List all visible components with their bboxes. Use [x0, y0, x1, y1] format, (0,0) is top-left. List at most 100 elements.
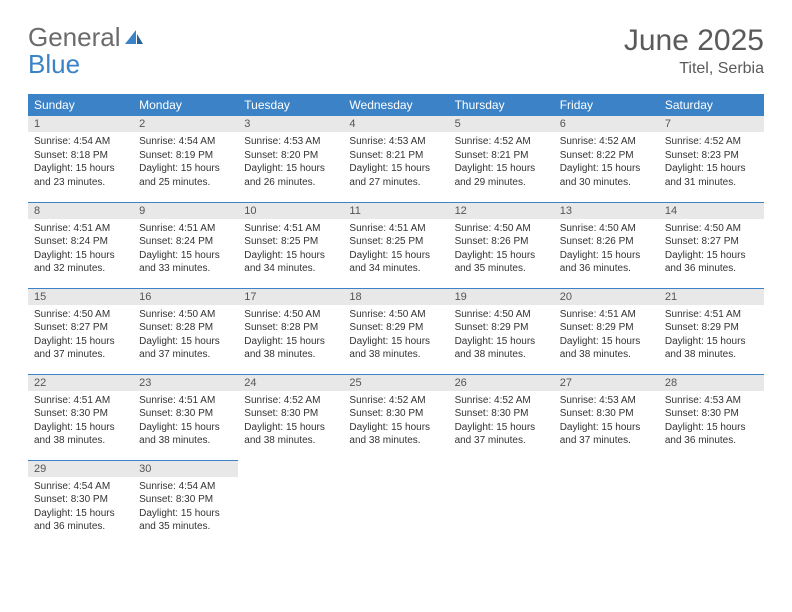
day-content: Sunrise: 4:53 AMSunset: 8:30 PMDaylight:… — [554, 391, 659, 451]
daylight-line: Daylight: 15 hours and 25 minutes. — [139, 162, 232, 189]
daylight-line: Daylight: 15 hours and 38 minutes. — [665, 335, 758, 362]
day-content: Sunrise: 4:53 AMSunset: 8:30 PMDaylight:… — [659, 391, 764, 451]
sunset-line: Sunset: 8:30 PM — [139, 493, 232, 507]
calendar-row: 1Sunrise: 4:54 AMSunset: 8:18 PMDaylight… — [28, 116, 764, 202]
day-number: 16 — [133, 289, 238, 305]
day-number: 21 — [659, 289, 764, 305]
day-content: Sunrise: 4:51 AMSunset: 8:30 PMDaylight:… — [28, 391, 133, 451]
calendar-row: 15Sunrise: 4:50 AMSunset: 8:27 PMDayligh… — [28, 288, 764, 374]
calendar-cell: 10Sunrise: 4:51 AMSunset: 8:25 PMDayligh… — [238, 202, 343, 288]
weekday-header: Sunday — [28, 94, 133, 116]
sunset-line: Sunset: 8:26 PM — [455, 235, 548, 249]
day-number: 27 — [554, 375, 659, 391]
weekday-header: Tuesday — [238, 94, 343, 116]
calendar-cell — [449, 460, 554, 546]
sunset-line: Sunset: 8:25 PM — [244, 235, 337, 249]
calendar-cell: 15Sunrise: 4:50 AMSunset: 8:27 PMDayligh… — [28, 288, 133, 374]
calendar-cell: 28Sunrise: 4:53 AMSunset: 8:30 PMDayligh… — [659, 374, 764, 460]
daylight-line: Daylight: 15 hours and 37 minutes. — [560, 421, 653, 448]
logo-sail-icon — [123, 33, 145, 50]
day-number: 13 — [554, 203, 659, 219]
calendar-cell — [238, 460, 343, 546]
daylight-line: Daylight: 15 hours and 36 minutes. — [560, 249, 653, 276]
sunset-line: Sunset: 8:30 PM — [560, 407, 653, 421]
daylight-line: Daylight: 15 hours and 26 minutes. — [244, 162, 337, 189]
calendar-cell: 22Sunrise: 4:51 AMSunset: 8:30 PMDayligh… — [28, 374, 133, 460]
daylight-line: Daylight: 15 hours and 38 minutes. — [34, 421, 127, 448]
sunrise-line: Sunrise: 4:54 AM — [139, 135, 232, 149]
sunrise-line: Sunrise: 4:51 AM — [665, 308, 758, 322]
calendar-cell: 23Sunrise: 4:51 AMSunset: 8:30 PMDayligh… — [133, 374, 238, 460]
sunset-line: Sunset: 8:25 PM — [349, 235, 442, 249]
calendar-cell: 4Sunrise: 4:53 AMSunset: 8:21 PMDaylight… — [343, 116, 448, 202]
sunset-line: Sunset: 8:29 PM — [560, 321, 653, 335]
sunrise-line: Sunrise: 4:53 AM — [560, 394, 653, 408]
day-content: Sunrise: 4:51 AMSunset: 8:25 PMDaylight:… — [343, 219, 448, 279]
day-content: Sunrise: 4:50 AMSunset: 8:27 PMDaylight:… — [28, 305, 133, 365]
daylight-line: Daylight: 15 hours and 35 minutes. — [455, 249, 548, 276]
calendar-cell: 3Sunrise: 4:53 AMSunset: 8:20 PMDaylight… — [238, 116, 343, 202]
calendar-cell: 5Sunrise: 4:52 AMSunset: 8:21 PMDaylight… — [449, 116, 554, 202]
sunset-line: Sunset: 8:29 PM — [349, 321, 442, 335]
sunrise-line: Sunrise: 4:52 AM — [455, 135, 548, 149]
calendar-cell: 8Sunrise: 4:51 AMSunset: 8:24 PMDaylight… — [28, 202, 133, 288]
calendar-cell: 21Sunrise: 4:51 AMSunset: 8:29 PMDayligh… — [659, 288, 764, 374]
day-number: 22 — [28, 375, 133, 391]
sunset-line: Sunset: 8:26 PM — [560, 235, 653, 249]
calendar-cell: 11Sunrise: 4:51 AMSunset: 8:25 PMDayligh… — [343, 202, 448, 288]
day-number: 23 — [133, 375, 238, 391]
sunset-line: Sunset: 8:21 PM — [349, 149, 442, 163]
day-content: Sunrise: 4:54 AMSunset: 8:19 PMDaylight:… — [133, 132, 238, 192]
sunrise-line: Sunrise: 4:54 AM — [34, 480, 127, 494]
day-content: Sunrise: 4:52 AMSunset: 8:21 PMDaylight:… — [449, 132, 554, 192]
daylight-line: Daylight: 15 hours and 36 minutes. — [665, 249, 758, 276]
sunset-line: Sunset: 8:28 PM — [244, 321, 337, 335]
location-text: Titel, Serbia — [624, 60, 764, 78]
day-number: 17 — [238, 289, 343, 305]
sunrise-line: Sunrise: 4:52 AM — [665, 135, 758, 149]
sunrise-line: Sunrise: 4:51 AM — [560, 308, 653, 322]
day-content: Sunrise: 4:54 AMSunset: 8:30 PMDaylight:… — [133, 477, 238, 537]
day-number: 8 — [28, 203, 133, 219]
day-content: Sunrise: 4:50 AMSunset: 8:27 PMDaylight:… — [659, 219, 764, 279]
day-number: 7 — [659, 116, 764, 132]
day-number: 30 — [133, 461, 238, 477]
calendar-cell — [343, 460, 448, 546]
calendar-cell — [659, 460, 764, 546]
day-content: Sunrise: 4:51 AMSunset: 8:29 PMDaylight:… — [554, 305, 659, 365]
sunset-line: Sunset: 8:19 PM — [139, 149, 232, 163]
sunset-line: Sunset: 8:24 PM — [139, 235, 232, 249]
calendar-cell: 9Sunrise: 4:51 AMSunset: 8:24 PMDaylight… — [133, 202, 238, 288]
daylight-line: Daylight: 15 hours and 38 minutes. — [139, 421, 232, 448]
daylight-line: Daylight: 15 hours and 37 minutes. — [139, 335, 232, 362]
sunset-line: Sunset: 8:21 PM — [455, 149, 548, 163]
daylight-line: Daylight: 15 hours and 30 minutes. — [560, 162, 653, 189]
daylight-line: Daylight: 15 hours and 38 minutes. — [560, 335, 653, 362]
sunrise-line: Sunrise: 4:54 AM — [139, 480, 232, 494]
sunrise-line: Sunrise: 4:50 AM — [34, 308, 127, 322]
day-number: 18 — [343, 289, 448, 305]
daylight-line: Daylight: 15 hours and 38 minutes. — [244, 335, 337, 362]
daylight-line: Daylight: 15 hours and 38 minutes. — [455, 335, 548, 362]
day-number: 26 — [449, 375, 554, 391]
sunset-line: Sunset: 8:30 PM — [34, 493, 127, 507]
day-content: Sunrise: 4:51 AMSunset: 8:25 PMDaylight:… — [238, 219, 343, 279]
calendar-cell — [554, 460, 659, 546]
sunset-line: Sunset: 8:30 PM — [34, 407, 127, 421]
weekday-header: Saturday — [659, 94, 764, 116]
day-content: Sunrise: 4:52 AMSunset: 8:22 PMDaylight:… — [554, 132, 659, 192]
sunset-line: Sunset: 8:23 PM — [665, 149, 758, 163]
calendar-cell: 17Sunrise: 4:50 AMSunset: 8:28 PMDayligh… — [238, 288, 343, 374]
weekday-header: Thursday — [449, 94, 554, 116]
day-content: Sunrise: 4:53 AMSunset: 8:21 PMDaylight:… — [343, 132, 448, 192]
sunrise-line: Sunrise: 4:52 AM — [560, 135, 653, 149]
calendar-cell: 13Sunrise: 4:50 AMSunset: 8:26 PMDayligh… — [554, 202, 659, 288]
day-content: Sunrise: 4:52 AMSunset: 8:30 PMDaylight:… — [238, 391, 343, 451]
day-number: 1 — [28, 116, 133, 132]
calendar-cell: 19Sunrise: 4:50 AMSunset: 8:29 PMDayligh… — [449, 288, 554, 374]
sunset-line: Sunset: 8:20 PM — [244, 149, 337, 163]
sunset-line: Sunset: 8:30 PM — [139, 407, 232, 421]
daylight-line: Daylight: 15 hours and 38 minutes. — [244, 421, 337, 448]
day-number: 10 — [238, 203, 343, 219]
day-number: 28 — [659, 375, 764, 391]
